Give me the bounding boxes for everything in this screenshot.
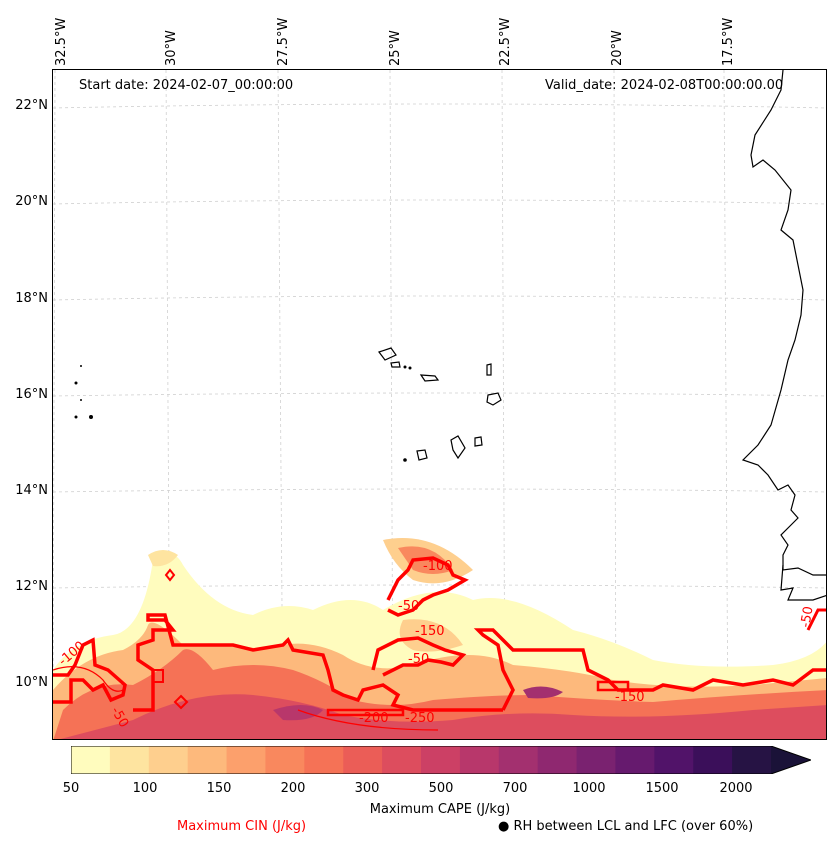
map-panel: -100 -50 -150 -50 -100 -50 -150 -200 -25… (52, 69, 827, 740)
cin-legend-label: Maximum CIN (J/kg) (177, 819, 307, 834)
colorbar-cell (148, 746, 189, 774)
colorbar-tick: 2000 (719, 781, 753, 796)
colorbar-cell (187, 746, 228, 774)
lon-label-20w: 20°W (610, 30, 625, 66)
islands (378, 347, 502, 461)
cin-contours (53, 556, 826, 731)
colorbar-cell (71, 746, 111, 774)
colorbar-tick: 300 (354, 781, 380, 796)
colorbar-cell (109, 746, 150, 774)
lat-label-14n: 14°N (15, 483, 48, 498)
colorbar-tick: 700 (502, 781, 528, 796)
colorbar-title: Maximum CAPE (J/kg) (369, 802, 511, 817)
lon-label-27-5w: 27.5°W (276, 17, 291, 66)
lat-label-12n: 12°N (15, 579, 48, 594)
lon-label-17-5w: 17.5°W (721, 17, 736, 66)
cin-label: -50 (408, 652, 429, 667)
colorbar-cell (576, 746, 616, 774)
colorbar-cell (459, 746, 500, 774)
cin-label: -200 (359, 711, 389, 726)
lon-label-30w: 30°W (164, 30, 179, 66)
lon-label-32-5w: 32.5°W (54, 17, 69, 66)
colorbar-tick: 1000 (572, 781, 606, 796)
cin-label: -150 (415, 624, 445, 639)
map-canvas: -100 -50 -150 -50 -100 -50 -150 -200 -25… (53, 70, 826, 739)
start-date-label: Start date: 2024-02-07_00:00:00 (79, 78, 294, 93)
cin-label: -100 (423, 559, 453, 574)
lat-label-22n: 22°N (15, 98, 48, 113)
colorbar-cell (537, 746, 578, 774)
colorbar-cell (382, 746, 422, 774)
lon-label-22-5w: 22.5°W (498, 17, 513, 66)
colorbar-cell (421, 746, 461, 774)
colorbar-tick: 150 (206, 781, 232, 796)
lat-label-16n: 16°N (15, 387, 48, 402)
cin-label: -250 (405, 711, 435, 726)
colorbar-cell (732, 746, 772, 774)
colorbar-tick: 500 (428, 781, 454, 796)
cin-labels: -100 -50 -150 -50 -100 -50 -150 -200 -25… (56, 559, 817, 730)
cin-label: -50 (798, 605, 816, 629)
cin-label: -150 (615, 690, 645, 705)
colorbar-tick: 1500 (645, 781, 679, 796)
colorbar-cell (304, 746, 344, 774)
colorbar-outline (71, 746, 811, 774)
valid-date-label: Valid_date: 2024-02-08T00:00:00.00 (545, 78, 784, 93)
lat-label-10n: 10°N (15, 675, 48, 690)
lat-label-20n: 20°N (15, 194, 48, 209)
colorbar-cell (265, 746, 305, 774)
colorbar-tick: 50 (62, 781, 80, 796)
colorbar-extend-arrow (771, 746, 811, 774)
lat-label-18n: 18°N (15, 291, 48, 306)
island-dots (74, 365, 412, 462)
colorbar-cell (226, 746, 266, 774)
coastlines (741, 70, 826, 601)
lon-label-25w: 25°W (388, 30, 403, 66)
rh-legend-label: ● RH between LCL and LFC (over 60%) (498, 819, 754, 834)
colorbar-tick: 200 (280, 781, 306, 796)
colorbar-cell (654, 746, 694, 774)
cin-label: -50 (398, 599, 419, 614)
cape-colorbar (71, 746, 811, 774)
colorbar-cell (615, 746, 655, 774)
colorbar-cell (498, 746, 539, 774)
colorbar-tick: 100 (132, 781, 158, 796)
colorbar-cell (693, 746, 733, 774)
colorbar-cell (343, 746, 383, 774)
